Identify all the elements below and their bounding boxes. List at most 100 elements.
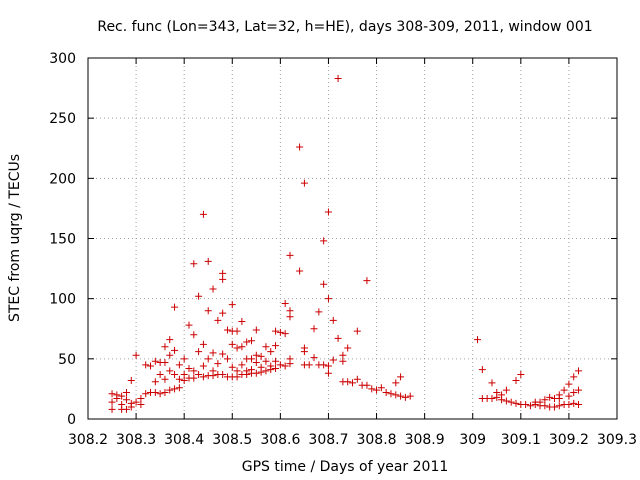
data-point: [493, 393, 501, 401]
data-point: [223, 355, 231, 363]
data-point: [219, 269, 227, 277]
data-point: [267, 366, 275, 374]
data-point: [502, 397, 510, 405]
data-point: [161, 389, 169, 397]
data-point: [195, 348, 203, 356]
data-point: [286, 251, 294, 259]
x-tick-label: 308.5: [212, 432, 252, 448]
data-point: [233, 373, 241, 381]
data-point: [334, 74, 342, 82]
data-point: [555, 402, 563, 410]
data-point: [397, 392, 405, 400]
data-point: [272, 357, 280, 365]
data-point: [122, 389, 130, 397]
data-point: [219, 275, 227, 283]
data-point: [368, 385, 376, 393]
data-point: [339, 351, 347, 359]
data-point: [305, 361, 313, 369]
data-point: [204, 355, 212, 363]
data-point: [329, 356, 337, 364]
data-point: [137, 401, 145, 409]
data-point: [233, 367, 241, 375]
data-point: [310, 325, 318, 333]
x-tick-label: 308.6: [260, 432, 300, 448]
data-point: [171, 385, 179, 393]
x-tick-label: 308.3: [116, 432, 156, 448]
data-point: [320, 237, 328, 245]
data-point: [344, 344, 352, 352]
data-point: [108, 405, 116, 413]
data-point: [219, 309, 227, 317]
data-point: [195, 292, 203, 300]
data-point: [373, 386, 381, 394]
data-point: [387, 390, 395, 398]
data-point: [171, 303, 179, 311]
data-point: [161, 375, 169, 383]
y-tick-label: 150: [49, 232, 76, 248]
data-point: [560, 386, 568, 394]
data-point: [498, 396, 506, 404]
data-point: [392, 379, 400, 387]
data-points: [108, 74, 583, 413]
data-point: [156, 370, 164, 378]
y-tick-label: 0: [67, 412, 76, 428]
data-point: [238, 361, 246, 369]
data-point: [478, 366, 486, 374]
data-point: [209, 349, 217, 357]
data-point: [262, 343, 270, 351]
data-point: [243, 338, 251, 346]
data-point: [324, 362, 332, 370]
x-tick-label: 309.2: [549, 432, 589, 448]
data-point: [392, 391, 400, 399]
data-point: [512, 376, 520, 384]
data-point: [214, 316, 222, 324]
data-point: [132, 398, 140, 406]
data-point: [190, 331, 198, 339]
data-point: [257, 368, 265, 376]
data-point: [550, 403, 558, 411]
data-point: [175, 375, 183, 383]
data-point: [233, 344, 241, 352]
data-point: [262, 357, 270, 365]
data-point: [166, 336, 174, 344]
data-point: [122, 405, 130, 413]
x-tick-label: 308.2: [68, 432, 108, 448]
data-point: [522, 401, 530, 409]
y-tick-label: 200: [49, 171, 76, 187]
data-point: [300, 348, 308, 356]
data-point: [252, 358, 260, 366]
data-point: [300, 179, 308, 187]
data-point: [575, 367, 583, 375]
data-point: [137, 395, 145, 403]
data-point: [156, 390, 164, 398]
data-point: [276, 328, 284, 336]
data-point: [151, 378, 159, 386]
data-point: [195, 370, 203, 378]
data-point: [199, 210, 207, 218]
data-point: [353, 327, 361, 335]
data-point: [180, 370, 188, 378]
data-point: [166, 386, 174, 394]
data-point: [401, 393, 409, 401]
data-point: [180, 376, 188, 384]
data-point: [147, 362, 155, 370]
x-tick-label: 309.1: [501, 432, 541, 448]
data-point: [349, 379, 356, 387]
data-point: [252, 326, 260, 334]
data-point: [228, 363, 236, 371]
y-tick-label: 250: [49, 111, 76, 127]
data-point: [344, 378, 352, 386]
data-point: [142, 390, 150, 398]
data-point: [570, 373, 578, 381]
data-point: [507, 398, 515, 406]
data-point: [286, 313, 294, 321]
data-point: [223, 326, 231, 334]
data-point: [575, 401, 583, 409]
x-tick-label: 309.3: [597, 432, 637, 448]
data-point: [565, 392, 573, 400]
data-point: [339, 357, 347, 365]
data-point: [204, 257, 212, 265]
data-point: [531, 401, 539, 409]
data-point: [175, 384, 183, 392]
data-point: [108, 390, 116, 398]
